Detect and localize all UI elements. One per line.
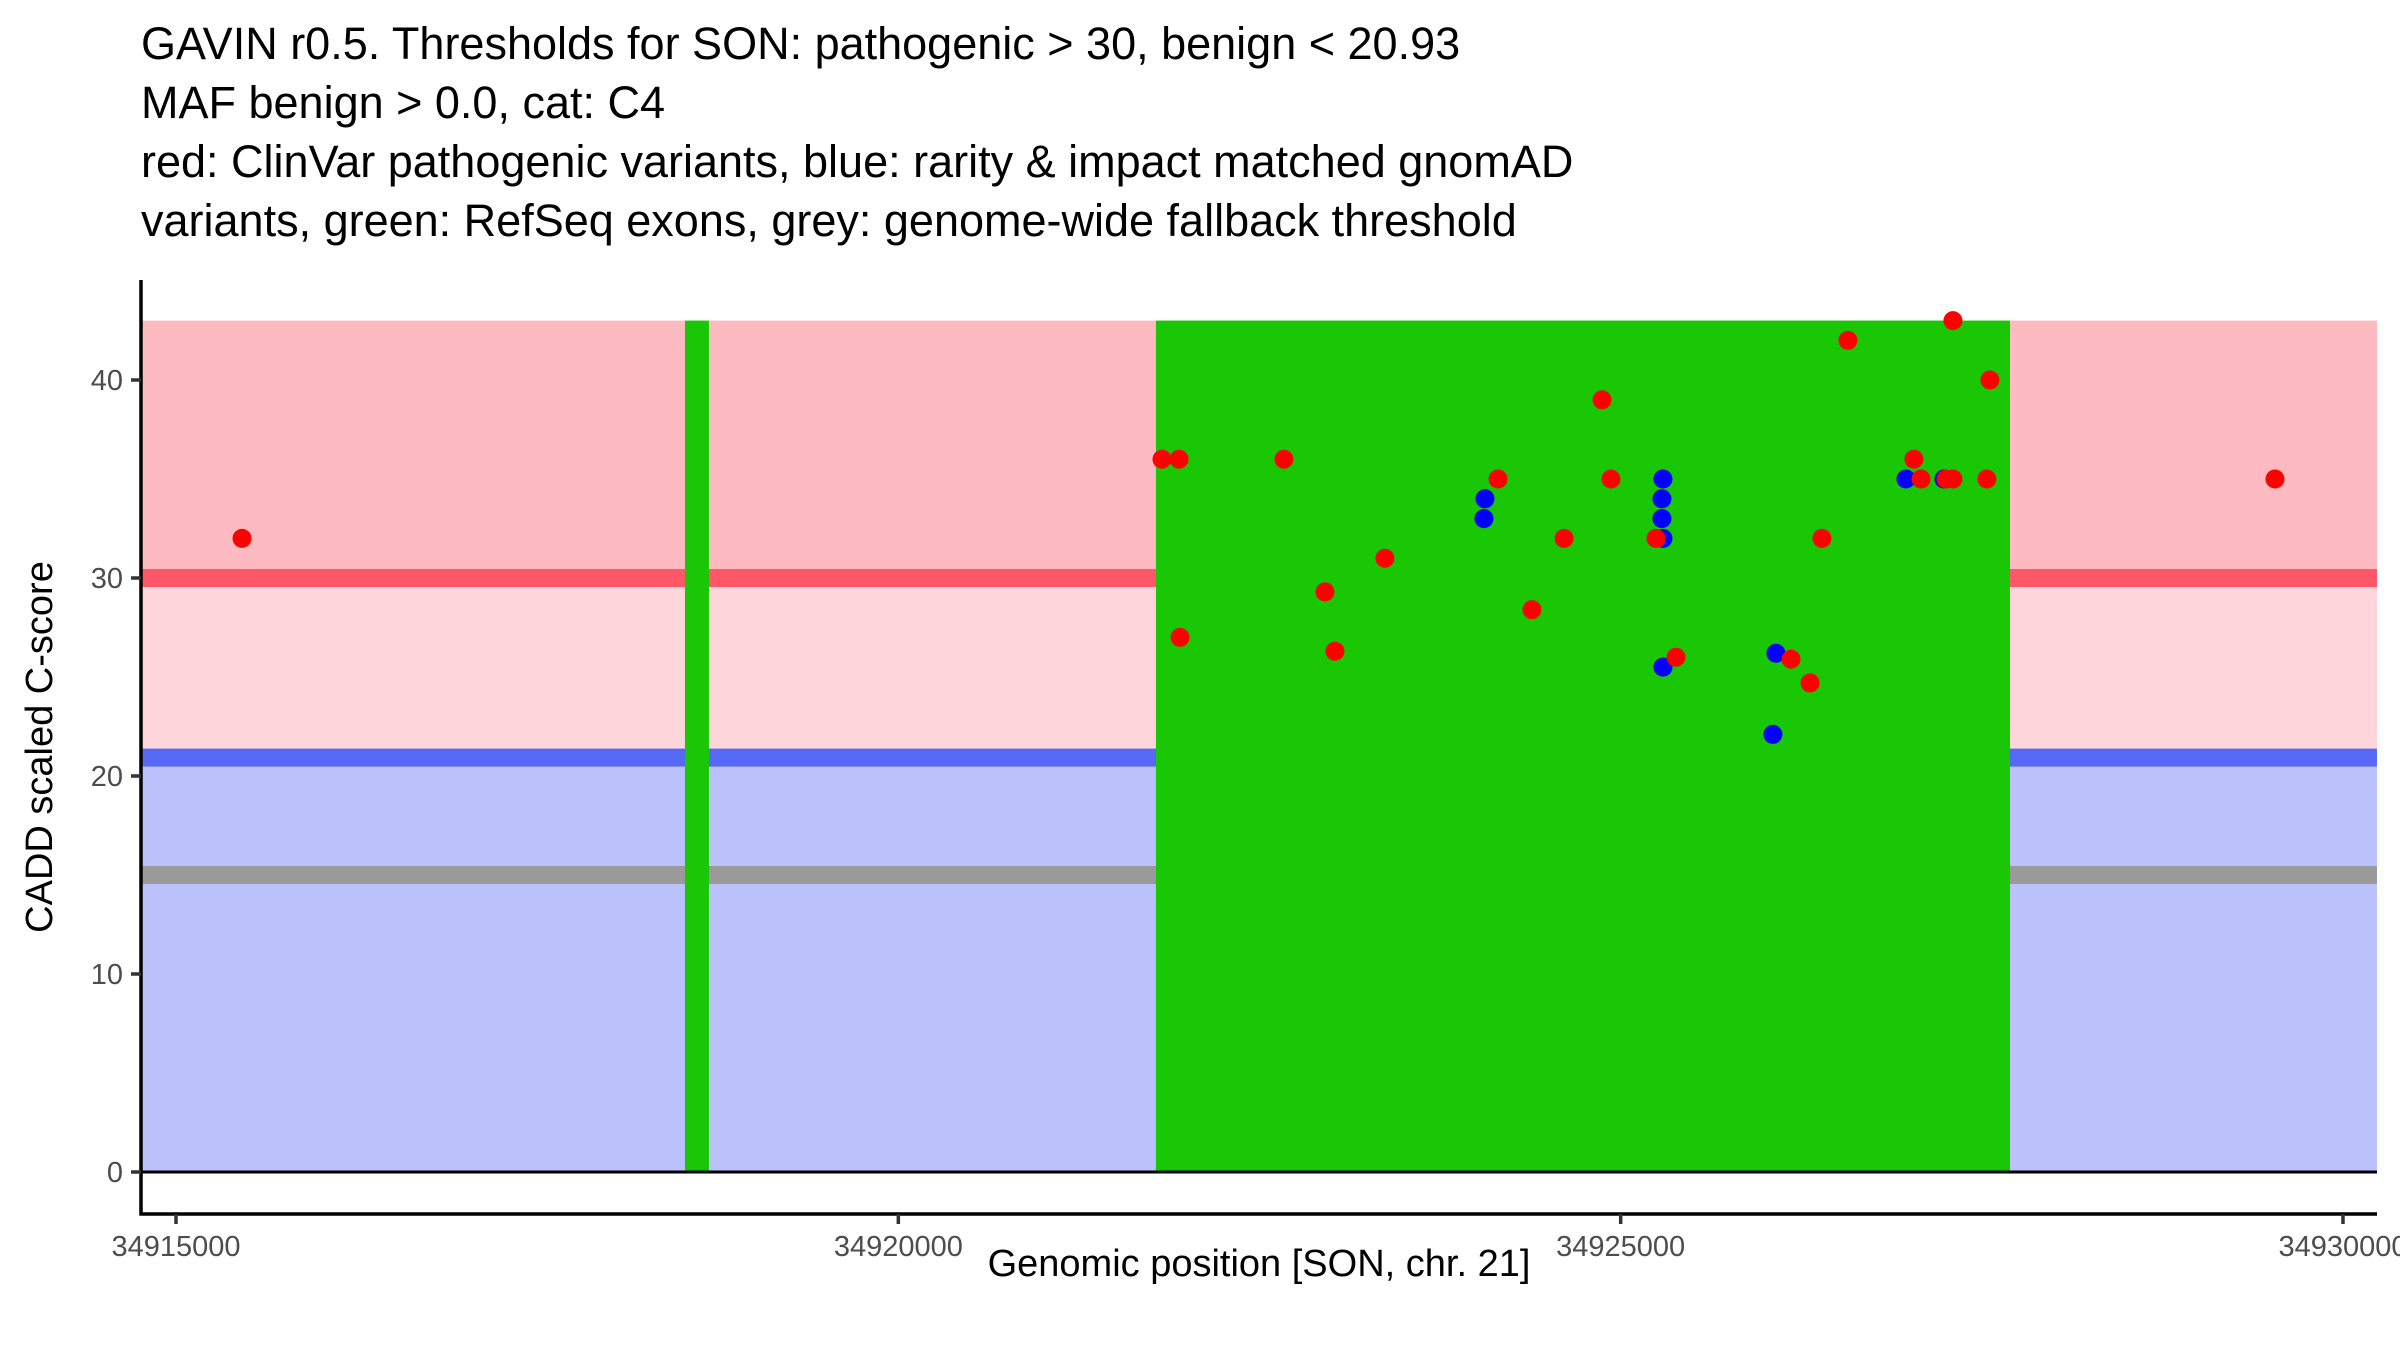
clinvar-point bbox=[1904, 449, 1924, 469]
title-line-3: red: ClinVar pathogenic variants, blue: … bbox=[141, 136, 1574, 187]
clinvar-point bbox=[1646, 528, 1666, 548]
clinvar-point bbox=[1325, 641, 1345, 661]
x-tick-label: 34915000 bbox=[111, 1231, 240, 1263]
x-tick-label: 34920000 bbox=[834, 1231, 963, 1263]
y-tick-label: 20 bbox=[91, 761, 123, 793]
clinvar-point bbox=[1601, 469, 1621, 489]
clinvar-point bbox=[232, 528, 252, 548]
title-line-1: GAVIN r0.5. Thresholds for SON: pathogen… bbox=[141, 18, 1461, 69]
clinvar-point bbox=[1170, 627, 1190, 647]
gnomad-point bbox=[1763, 724, 1783, 744]
clinvar-point bbox=[1554, 528, 1574, 548]
exon-bars bbox=[684, 320, 2011, 1173]
y-tick-label: 30 bbox=[91, 563, 123, 595]
clinvar-point bbox=[1315, 582, 1335, 602]
title-line-2: MAF benign > 0.0, cat: C4 bbox=[141, 77, 666, 128]
gnomad-point bbox=[1652, 509, 1672, 529]
y-tick-label: 0 bbox=[107, 1157, 123, 1189]
gnomad-point bbox=[1766, 643, 1786, 663]
clinvar-point bbox=[1812, 528, 1832, 548]
clinvar-point bbox=[1592, 390, 1612, 410]
clinvar-point bbox=[1522, 600, 1542, 620]
gnomad-point bbox=[1896, 469, 1916, 489]
x-tick-label: 34925000 bbox=[1556, 1231, 1685, 1263]
gnomad-point bbox=[1653, 657, 1673, 677]
clinvar-point bbox=[1977, 469, 1997, 489]
gnomad-point bbox=[1653, 469, 1673, 489]
y-tick-label: 40 bbox=[91, 365, 123, 397]
exon-bar bbox=[684, 320, 709, 1173]
y-axis-title: CADD scaled C-score bbox=[19, 561, 61, 933]
exon-bar bbox=[1155, 320, 2011, 1173]
clinvar-point bbox=[1375, 548, 1395, 568]
clinvar-point bbox=[1781, 649, 1801, 669]
clinvar-point bbox=[1666, 647, 1686, 667]
clinvar-point bbox=[1152, 449, 1172, 469]
axes: 0 10 20 30 40 34915000 34920000 34925000 3493000… bbox=[91, 280, 2400, 1263]
y-tick-label: 10 bbox=[91, 959, 123, 991]
x-axis-title: Genomic position [SON, chr. 21] bbox=[988, 1243, 1531, 1285]
clinvar-point bbox=[1980, 370, 2000, 390]
clinvar-point bbox=[1488, 469, 1508, 489]
x-tick-label: 34930000 bbox=[2278, 1231, 2400, 1263]
clinvar-point bbox=[1911, 469, 1931, 489]
clinvar-point bbox=[1943, 469, 1963, 489]
gnomad-point bbox=[1474, 509, 1494, 529]
clinvar-point bbox=[2265, 469, 2285, 489]
clinvar-point bbox=[1274, 449, 1294, 469]
clinvar-point bbox=[1838, 330, 1858, 350]
title-line-4: variants, green: RefSeq exons, grey: gen… bbox=[141, 195, 1517, 246]
clinvar-point bbox=[1169, 449, 1189, 469]
clinvar-point bbox=[1943, 311, 1963, 331]
chart-title: GAVIN r0.5. Thresholds for SON: pathogen… bbox=[141, 14, 1573, 250]
gnomad-point bbox=[1475, 489, 1495, 509]
variant-points bbox=[232, 311, 2285, 744]
gnomad-point bbox=[1652, 489, 1672, 509]
clinvar-point bbox=[1800, 673, 1820, 693]
